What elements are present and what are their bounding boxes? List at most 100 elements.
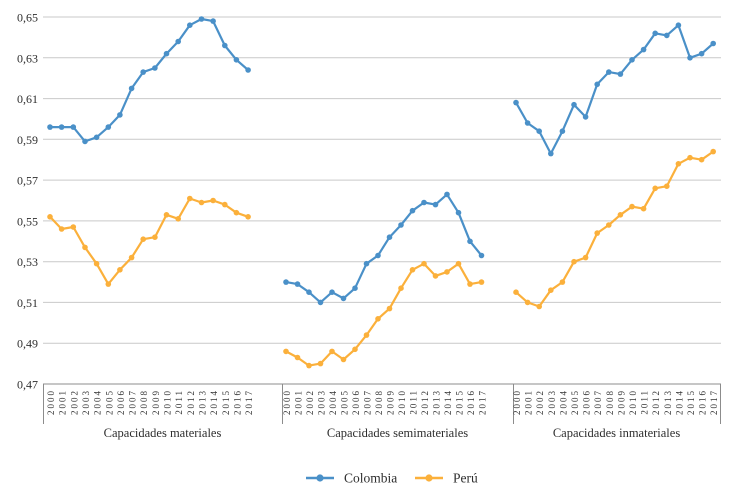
data-point: [222, 42, 228, 49]
year-label: 2016: [232, 389, 242, 415]
data-point: [687, 154, 693, 161]
data-point: [548, 150, 554, 157]
data-point: [175, 38, 181, 45]
year-label: 2010: [397, 389, 407, 415]
year-label: 2000: [46, 389, 56, 415]
data-point: [233, 209, 240, 216]
year-label: 2007: [363, 389, 373, 415]
data-point: [409, 207, 416, 214]
year-label: 2006: [582, 389, 592, 415]
data-point: [629, 57, 635, 63]
data-point: [352, 285, 358, 292]
year-label: 2008: [374, 389, 384, 415]
y-tick-label: 0,53: [17, 255, 38, 269]
data-point: [70, 224, 77, 230]
data-point: [478, 252, 485, 259]
data-point: [409, 267, 416, 273]
data-point: [617, 212, 624, 218]
data-point: [687, 55, 693, 61]
data-point: [594, 81, 600, 88]
year-label: 2016: [698, 389, 708, 415]
year-label: 2009: [151, 389, 161, 415]
data-point: [386, 234, 393, 240]
data-point: [233, 57, 240, 63]
data-point: [352, 346, 358, 353]
series-line-colombia: [48, 17, 250, 143]
year-label: 2008: [139, 389, 149, 415]
y-tick-label: 0,63: [17, 51, 38, 65]
data-point: [198, 16, 205, 22]
series-line-peru: [514, 150, 715, 308]
data-point: [306, 362, 312, 369]
panel-title: Capacidades inmateriales: [553, 426, 681, 440]
data-point: [398, 285, 404, 292]
data-point: [105, 281, 112, 287]
data-point: [652, 185, 658, 192]
data-point: [163, 212, 170, 218]
panel-title: Capacidades materiales: [104, 426, 222, 440]
year-label: 2015: [221, 389, 231, 415]
data-point: [536, 303, 542, 310]
data-point: [58, 226, 65, 232]
data-point: [640, 46, 647, 53]
data-point: [317, 360, 324, 367]
data-point: [93, 134, 100, 141]
year-label: 2017: [478, 389, 488, 415]
data-point: [140, 69, 146, 75]
data-point: [140, 236, 146, 242]
data-point: [467, 238, 473, 245]
data-point: [698, 50, 705, 57]
y-tick-label: 0,65: [17, 11, 38, 25]
data-point: [524, 120, 531, 126]
data-point: [363, 260, 370, 267]
data-point: [421, 260, 427, 267]
year-label: 2005: [340, 389, 350, 415]
data-point: [606, 222, 612, 228]
year-label: 2013: [432, 389, 442, 415]
year-label: 2006: [116, 389, 126, 415]
data-point: [375, 252, 381, 259]
data-point: [47, 214, 53, 220]
y-tick-label: 0,59: [17, 133, 38, 147]
data-point: [128, 85, 135, 92]
series-line-colombia: [514, 24, 715, 155]
data-point: [606, 69, 612, 75]
year-label: 2012: [186, 389, 196, 415]
year-label: 2017: [244, 389, 254, 415]
data-point: [710, 148, 716, 155]
data-point: [652, 30, 658, 37]
data-point: [294, 281, 301, 287]
data-point: [222, 201, 228, 208]
year-label: 2013: [197, 389, 207, 415]
data-point: [617, 71, 624, 77]
y-tick-label: 0,57: [17, 174, 38, 188]
data-point: [363, 332, 370, 338]
data-point: [198, 199, 205, 206]
data-point: [444, 269, 450, 275]
data-point: [82, 138, 88, 145]
year-label: 2011: [640, 389, 650, 415]
data-point: [664, 183, 670, 189]
data-point: [444, 191, 450, 198]
year-label: 2004: [328, 389, 338, 415]
data-point: [559, 128, 566, 134]
data-point: [478, 279, 485, 285]
year-label: 2006: [351, 389, 361, 415]
data-point: [329, 289, 335, 296]
data-point: [245, 214, 251, 220]
year-label: 2015: [455, 389, 465, 415]
series-line-peru: [48, 197, 250, 286]
data-point: [536, 128, 542, 134]
year-label: 2009: [386, 389, 396, 415]
data-point: [432, 201, 439, 208]
data-point: [152, 234, 158, 240]
data-point: [117, 112, 123, 118]
data-point: [386, 305, 393, 312]
data-point: [117, 267, 123, 273]
data-point: [245, 67, 251, 73]
data-point: [710, 40, 716, 47]
year-label: 2014: [209, 389, 219, 415]
data-point: [306, 289, 312, 296]
